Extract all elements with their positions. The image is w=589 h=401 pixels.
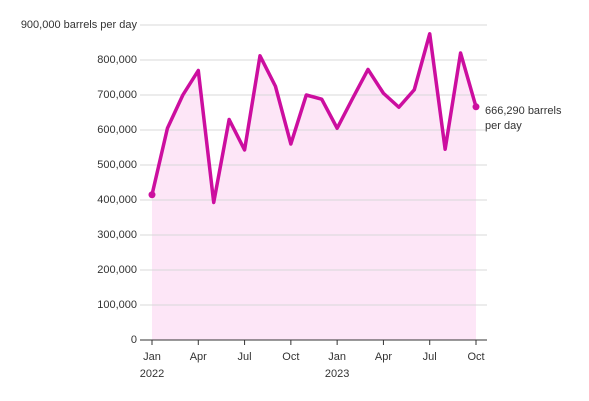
x-tick-label: Jul [423, 351, 437, 363]
x-tick-label: Jul [238, 351, 252, 363]
y-tick-label: 100,000 [97, 299, 137, 311]
line [150, 32, 478, 205]
y-tick-label: 800,000 [97, 54, 137, 66]
x-tick-label: Oct [467, 351, 484, 363]
y-tick-label: 200,000 [97, 264, 137, 276]
x-tick-label: Jan [143, 351, 161, 363]
end-annotation: 666,290 barrels per day [485, 105, 562, 132]
x-year-label: 2023 [325, 368, 349, 380]
x-tick-label: Jan [328, 351, 346, 363]
x-tick-label: Apr [375, 351, 392, 363]
y-tick-label: 500,000 [97, 159, 137, 171]
y-tick-label: 400,000 [97, 194, 137, 206]
end-dot [472, 103, 480, 111]
y-tick-label: 600,000 [97, 124, 137, 136]
y-tick-label: 900,000 barrels per day [21, 19, 138, 31]
x-tick-label: Oct [282, 351, 299, 363]
area [152, 33, 476, 340]
y-tick-label: 0 [131, 334, 137, 346]
end-dot [148, 191, 156, 199]
x-year-label: 2022 [140, 368, 164, 380]
x-tick-label: Apr [190, 351, 207, 363]
y-tick-label: 700,000 [97, 89, 137, 101]
y-tick-label: 300,000 [97, 229, 137, 241]
